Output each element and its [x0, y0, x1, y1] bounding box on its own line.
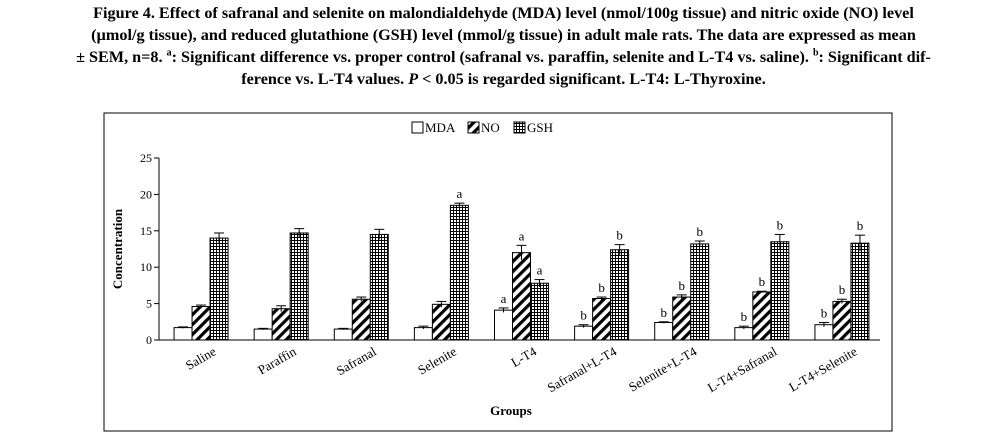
y-tick-label: 0 — [146, 333, 152, 347]
figure-caption: Figure 4. Effect of safranal and selenit… — [6, 2, 1001, 90]
y-tick-label: 5 — [146, 297, 152, 311]
bar-gsh — [449, 204, 469, 341]
bar-no — [592, 298, 612, 341]
bar-no — [431, 303, 451, 341]
bar-gsh — [209, 237, 229, 341]
significance-mark: a — [537, 263, 543, 278]
caption-line-3a: ± SEM, n=8. — [76, 48, 167, 66]
bar-no — [752, 291, 772, 341]
bar-mda — [173, 327, 193, 341]
significance-mark: a — [501, 291, 507, 306]
bar-gsh — [369, 233, 389, 341]
caption-line-3b: : Significant difference vs. proper cont… — [171, 48, 813, 66]
significance-mark: a — [456, 186, 462, 201]
significance-mark: b — [777, 217, 784, 232]
bar-mda — [654, 322, 674, 341]
caption-line-4a: ference vs. L-T4 values. — [241, 70, 409, 88]
x-axis-title: Groups — [490, 403, 532, 418]
caption-line-2: (µmol/g tissue), and reduced glutathione… — [91, 26, 916, 44]
significance-mark: a — [519, 228, 525, 243]
significance-mark: b — [741, 309, 748, 324]
caption-line-4b: < 0.05 is regarded significant. L-T4: L-… — [418, 70, 766, 88]
bar-mda — [413, 327, 433, 341]
bar-gsh — [770, 241, 790, 341]
y-tick-label: 25 — [140, 151, 152, 165]
caption-line-3c: : Significant dif- — [818, 48, 931, 66]
significance-mark: b — [857, 218, 864, 233]
legend-swatch-no — [467, 121, 480, 134]
y-tick-label: 20 — [140, 187, 152, 201]
legend-label-mda: MDA — [425, 120, 456, 135]
y-tick-label: 15 — [140, 224, 152, 238]
caption-p-symbol: P — [408, 70, 419, 88]
bar-gsh — [850, 242, 870, 341]
significance-mark: b — [821, 306, 828, 321]
legend-swatch-gsh — [513, 121, 526, 134]
significance-mark: b — [580, 308, 587, 323]
caption-sup-a: a — [166, 47, 172, 59]
bar-gsh — [530, 282, 549, 341]
bar-mda — [253, 328, 273, 341]
significance-mark: b — [598, 280, 605, 295]
bar-mda — [333, 328, 353, 341]
caption-sup-b: b — [812, 47, 819, 59]
caption-line-1: Figure 4. Effect of safranal and selenit… — [93, 4, 914, 22]
bar-no — [672, 296, 692, 341]
bar-mda — [814, 324, 834, 341]
significance-mark: b — [759, 274, 766, 289]
y-tick-label: 10 — [140, 260, 152, 274]
significance-mark: b — [678, 278, 685, 293]
bar-mda — [734, 327, 754, 341]
significance-mark: b — [616, 228, 623, 243]
bar-no — [191, 306, 211, 341]
significance-mark: b — [696, 224, 703, 239]
bar-gsh — [610, 249, 630, 341]
legend-label-no: NO — [481, 120, 500, 135]
bar-no — [271, 308, 291, 341]
significance-mark: b — [660, 305, 667, 320]
bar-gsh — [690, 243, 710, 341]
bar-gsh — [289, 232, 309, 341]
bar-mda — [494, 309, 513, 341]
legend: MDA NO GSH — [411, 120, 553, 135]
legend-swatch-mda — [411, 121, 424, 134]
bar-mda — [574, 325, 594, 341]
y-axis-title: Concentration — [110, 208, 125, 289]
legend-label-gsh: GSH — [527, 120, 553, 135]
significance-mark: b — [839, 282, 846, 297]
bar-no — [351, 298, 371, 341]
bar-no — [832, 300, 852, 341]
bar-no — [512, 252, 531, 341]
chart-frame — [103, 112, 893, 432]
